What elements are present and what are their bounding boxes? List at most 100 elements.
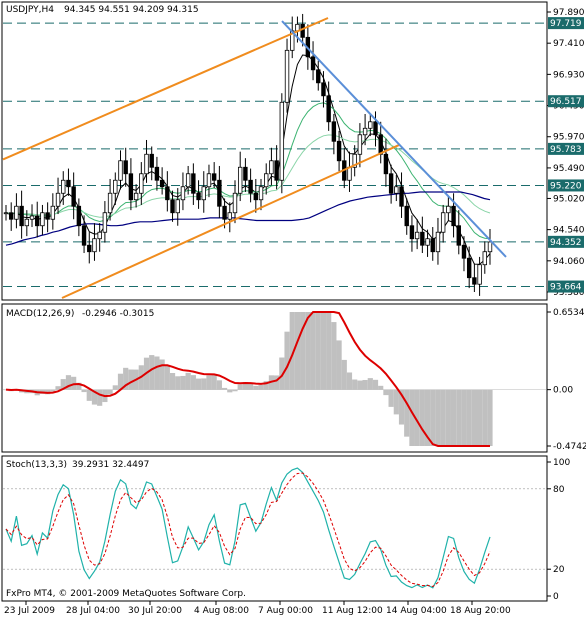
macd-histogram-bar	[248, 383, 254, 390]
candle	[316, 60, 321, 91]
candle-bull-body	[352, 153, 357, 168]
macd-histogram-bar	[326, 312, 332, 390]
candle	[399, 172, 404, 218]
candle-bull-body	[206, 173, 212, 188]
candle-bull-body	[201, 186, 206, 201]
macd-histogram-bar	[300, 312, 306, 390]
macd-histogram-bar	[289, 312, 295, 390]
candle-bear-body	[76, 205, 82, 227]
candle-bear-body	[123, 160, 128, 175]
macd-histogram-bar	[169, 373, 176, 390]
candle	[92, 223, 97, 261]
candle	[102, 201, 108, 243]
price-tick-label: 97.890	[553, 8, 585, 18]
candle-bull-body	[487, 241, 493, 253]
macd-histogram-bar	[65, 375, 72, 390]
candle	[118, 150, 123, 190]
macd-histogram-bar	[383, 389, 389, 396]
macd-histogram-bar	[476, 389, 483, 446]
chart-title-symbol: USDJPY,H4	[6, 5, 54, 15]
candle	[227, 202, 232, 233]
candle	[269, 147, 274, 186]
price-tick-label: 95.020	[553, 194, 585, 204]
candle-bull-body	[269, 160, 274, 175]
candle	[191, 163, 196, 205]
candle-bull-body	[237, 166, 243, 194]
macd-histogram-bar	[482, 389, 488, 446]
candle	[284, 38, 290, 113]
candle-bull-body	[180, 186, 186, 201]
price-pane-border	[1, 1, 548, 301]
candle	[446, 195, 451, 221]
macd-pane[interactable]	[3, 311, 546, 447]
macd-histogram-bar	[404, 389, 410, 437]
macd-histogram-bar	[424, 389, 431, 446]
candle-bear-body	[45, 212, 50, 220]
candle-bear-body	[191, 173, 196, 194]
macd-histogram-bar	[50, 389, 56, 392]
candle	[232, 180, 238, 224]
macd-histogram-bar	[190, 375, 196, 390]
macd-label: MACD(12,26,9)	[6, 309, 74, 319]
price-level-badge	[548, 17, 584, 30]
candle	[217, 165, 222, 218]
candle-bear-body	[378, 134, 383, 155]
candle	[420, 216, 425, 254]
macd-values: -0.2946 -0.3015	[82, 309, 154, 319]
candle-bear-body	[196, 192, 201, 201]
time-tick-label: 23 Jul 2009	[4, 606, 55, 616]
candle-bear-body	[248, 179, 253, 194]
candle	[373, 111, 378, 147]
candle	[55, 177, 61, 215]
stoch-pane-border	[1, 455, 548, 602]
macd-histogram-bar	[487, 389, 493, 446]
candle	[326, 81, 331, 131]
macd-histogram-bar	[55, 386, 61, 390]
macd-histogram-bar	[206, 375, 212, 390]
macd-histogram-bar	[450, 389, 457, 446]
macd-histogram-bar	[180, 375, 186, 390]
candle-bear-body	[326, 95, 331, 123]
macd-histogram-bar	[112, 385, 118, 390]
candle-bull-body	[102, 212, 108, 233]
candle	[430, 227, 435, 261]
ma-medium-line	[5, 102, 491, 240]
candle	[76, 198, 82, 237]
candle-bull-body	[3, 212, 9, 215]
candle-bull-body	[362, 127, 368, 136]
candle	[243, 158, 248, 192]
price-tick-label: 95.970	[553, 133, 585, 143]
stoch-signal-line	[5, 472, 491, 588]
candle	[414, 219, 420, 250]
macd-histogram-bar	[211, 374, 217, 390]
candle	[40, 204, 45, 235]
price-tick-label: 97.410	[553, 39, 585, 49]
candle-bull-body	[175, 199, 180, 214]
price-level-label: 95.783	[550, 145, 582, 155]
candle	[81, 215, 87, 254]
macd-histogram-bar	[284, 331, 290, 390]
candle-bull-body	[440, 212, 446, 233]
candle	[154, 156, 160, 191]
candle-bull-body	[185, 173, 191, 188]
macd-histogram-bar	[232, 389, 238, 392]
candle-bear-body	[81, 225, 87, 246]
macd-histogram-bar	[388, 389, 394, 407]
candle	[352, 145, 357, 177]
macd-signal-line	[5, 311, 490, 447]
macd-histogram-bar	[346, 372, 353, 390]
macd-histogram-bar	[128, 369, 134, 390]
macd-histogram-bar	[352, 379, 358, 390]
candle-bear-body	[170, 199, 175, 214]
stoch-pane[interactable]	[3, 467, 546, 589]
macd-histogram-bar	[456, 389, 462, 446]
price-pane[interactable]	[2, 13, 546, 299]
macd-histogram-bar	[336, 340, 342, 390]
candle	[50, 193, 56, 230]
candle-bull-body	[279, 101, 285, 181]
candle	[394, 175, 399, 202]
macd-histogram-bar	[430, 389, 436, 446]
candle-bull-body	[414, 231, 420, 240]
candle	[24, 210, 30, 237]
